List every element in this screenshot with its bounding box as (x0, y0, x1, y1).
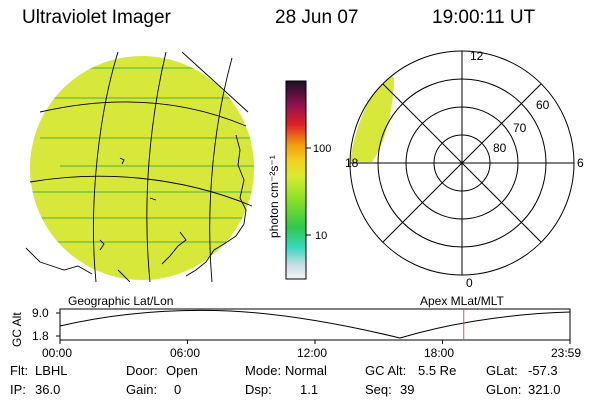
lat-lon-grid (29, 51, 253, 282)
gain-label: Gain: (126, 382, 158, 397)
ip-value: 36.0 (35, 382, 61, 397)
x-tick-label-0600: 06:00 (170, 346, 200, 360)
x-tick-label-1800: 18:00 (424, 346, 454, 360)
polar-grid (349, 50, 575, 276)
coastlines (25, 134, 247, 282)
time-label: 19:00:11 UT (432, 7, 536, 28)
instrument-title: Ultraviolet Imager (22, 7, 171, 28)
colorbar-label-10: 10 (315, 230, 327, 242)
gain-value: 0 (174, 382, 182, 397)
gc-alt-label: GC Alt: (365, 363, 407, 378)
mode-label: Mode: (245, 363, 282, 378)
altitude-curve (59, 309, 571, 339)
dsp-label: Dsp: (245, 382, 272, 397)
x-tick-label-1200: 12:00 (297, 346, 327, 360)
date-label: 28 Jun 07 (275, 7, 359, 28)
left-caption: Geographic Lat/Lon (68, 294, 173, 308)
filter-label: Flt: (10, 363, 29, 378)
mlt-label-0: 0 (466, 276, 473, 290)
lat-label-60: 60 (536, 98, 550, 112)
altitude-ticks (56, 312, 571, 344)
lat-label-70: 70 (513, 121, 527, 135)
x-tick-label-0000: 00:00 (42, 346, 72, 360)
x-tick-label-2359: 23:59 (551, 346, 581, 360)
door-label: Door: (126, 363, 158, 378)
right-caption: Apex MLat/MLT (420, 294, 504, 308)
scan-stripes (30, 67, 254, 243)
glon-value: 321.0 (528, 382, 561, 397)
polar-view: 12 18 6 0 60 70 80 (345, 49, 584, 290)
colorbar-label-100: 100 (313, 143, 331, 155)
polar-emission-region (350, 72, 394, 162)
altitude-min-label: 1.8 (32, 329, 49, 343)
filter-value: LBHL (35, 363, 68, 378)
mlt-label-18: 18 (345, 156, 359, 170)
glat-value: -57.3 (528, 363, 558, 378)
colorbar: 100 10 photon cm⁻²s⁻¹ (267, 80, 331, 280)
seq-value: 39 (400, 382, 415, 397)
dsp-value: 1.1 (300, 382, 319, 397)
lat-label-80: 80 (493, 141, 507, 155)
geographic-view (25, 51, 254, 282)
mlt-label-12: 12 (470, 49, 484, 63)
glon-label: GLon: (486, 382, 522, 397)
gc-alt-value: 5.5 Re (418, 363, 457, 378)
mlt-label-6: 6 (577, 156, 584, 170)
earth-disk-emission (30, 56, 254, 280)
mode-value: Normal (285, 363, 327, 378)
glat-label: GLat: (486, 363, 518, 378)
door-value: Open (166, 363, 198, 378)
altitude-plot: Geographic Lat/Lon Apex MLat/MLT 9.0 1.8… (10, 294, 581, 360)
colorbar-unit-label: photon cm⁻²s⁻¹ (267, 155, 281, 238)
seq-label: Seq: (365, 382, 392, 397)
altitude-axis-label: GC Alt (10, 312, 24, 347)
colorbar-scale (285, 80, 307, 280)
altitude-max-label: 9.0 (32, 306, 49, 320)
ip-label: IP: (10, 382, 26, 397)
